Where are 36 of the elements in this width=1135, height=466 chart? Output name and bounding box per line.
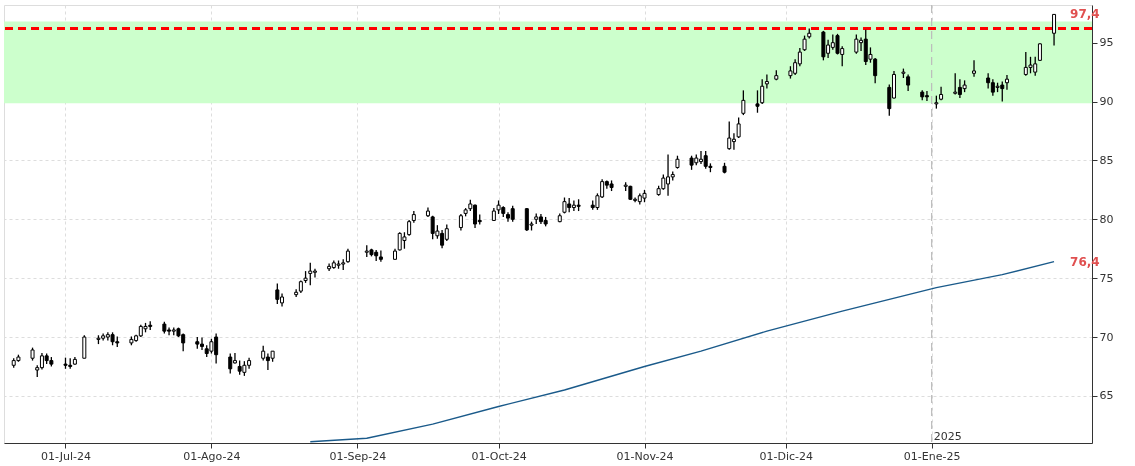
candlestick [1004,74,1009,91]
candlestick [1052,13,1057,47]
candlestick [378,249,383,263]
x-tick-label: 01-Ene-25 [903,449,961,463]
candlestick [755,89,760,114]
y-tick-label: 75 [1099,271,1114,285]
candlestick [972,59,977,78]
y-tick-label: 65 [1099,389,1114,403]
candlestick [82,334,87,359]
candlestick [275,282,280,305]
x-tick-label: 01-Dic-24 [759,449,813,463]
y-tick-label: 95 [1099,36,1114,50]
x-tick-label: 01-Sep-24 [329,449,387,463]
y-tick-label: 70 [1099,330,1114,344]
candlestick [327,262,332,272]
candlestick [308,262,313,286]
x-tick-label: 01-Jul-24 [41,449,91,463]
x-tick-label: 01-Oct-24 [471,449,527,463]
candlestick [232,352,237,365]
y-tick-label: 85 [1099,153,1114,167]
x-tick-label: 01-Nov-24 [616,449,674,463]
line-series [309,260,1055,443]
candlestick [764,73,769,90]
candlestick [854,33,859,55]
ref-line-label: 2025 [933,430,962,443]
x-tick-label: 01-Ago-24 [183,449,241,463]
candlestick [727,120,732,151]
y-tick-label: 90 [1099,95,1114,109]
candlestick [731,132,736,151]
candlestick [986,72,991,90]
candlestick [924,90,929,102]
candlestick [228,352,233,375]
y-tick-label: 80 [1099,212,1114,226]
candlestick [741,89,746,116]
candlestick [760,78,765,105]
candlestick [312,268,317,279]
